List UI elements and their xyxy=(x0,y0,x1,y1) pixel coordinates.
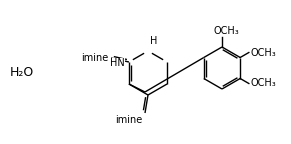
Text: H: H xyxy=(150,36,157,46)
Text: imine: imine xyxy=(81,53,108,63)
Text: OCH₃: OCH₃ xyxy=(251,78,277,89)
Text: imine: imine xyxy=(115,115,142,125)
Text: OCH₃: OCH₃ xyxy=(214,26,240,36)
Text: HN: HN xyxy=(110,58,125,68)
Text: OCH₃: OCH₃ xyxy=(251,48,277,57)
Text: H₂O: H₂O xyxy=(10,66,34,78)
